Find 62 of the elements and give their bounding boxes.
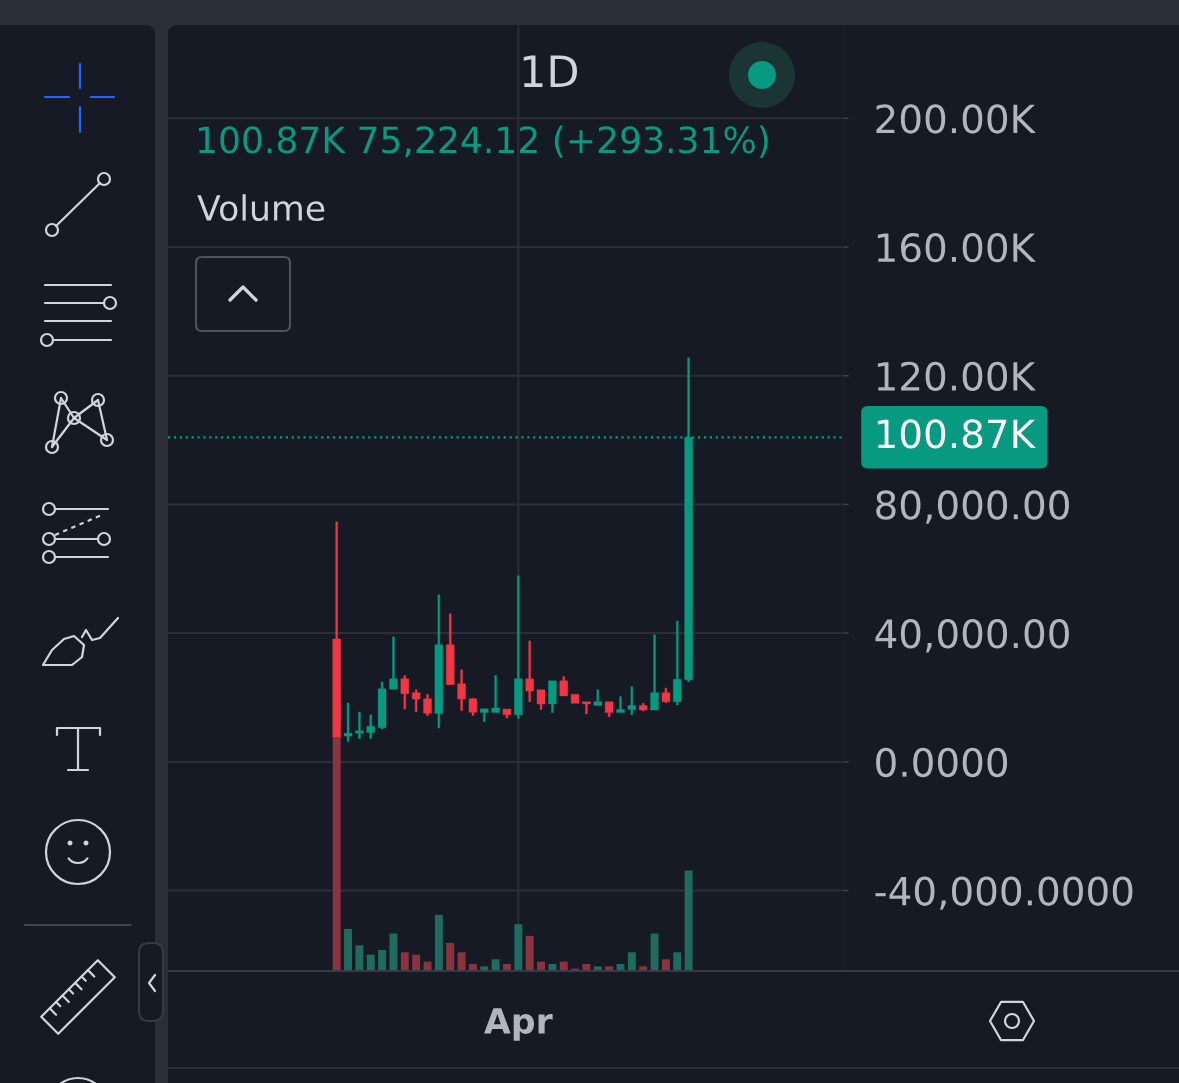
bar <box>525 935 534 971</box>
candlestick <box>650 634 659 711</box>
candlestick <box>502 708 512 719</box>
candlestick <box>604 701 614 718</box>
y-tick-label: 120.00K <box>877 361 1036 392</box>
y-tick-label: 40,000.00 <box>875 619 1069 653</box>
y-tick-label: 80,000.00 <box>876 490 1069 524</box>
bar <box>491 959 500 971</box>
candlestick <box>514 575 523 719</box>
candlestick <box>673 620 682 706</box>
candlestick <box>525 640 534 702</box>
candlestick <box>593 689 602 706</box>
bar <box>332 737 341 971</box>
bar <box>650 933 659 971</box>
bar <box>434 914 443 971</box>
candlestick <box>559 676 568 697</box>
bar <box>412 954 421 971</box>
bar <box>366 954 375 971</box>
bar <box>344 928 353 971</box>
bar <box>514 924 523 971</box>
candlestick <box>491 675 500 713</box>
candlestick <box>446 613 455 685</box>
candlestick <box>627 686 637 716</box>
bar <box>389 933 398 971</box>
candlestick <box>434 594 444 729</box>
bar <box>457 952 466 971</box>
y-tick-label: 200.00K <box>876 104 1036 134</box>
candlestick <box>548 680 557 713</box>
bar <box>400 952 409 971</box>
bar <box>378 949 387 971</box>
text: 100.87K 75,224.12 (+293.31%) <box>198 125 768 158</box>
candlestick <box>536 689 546 710</box>
candlestick <box>423 694 432 716</box>
y-tick-label: 0.0000 <box>876 747 1008 778</box>
bar <box>355 945 364 971</box>
candlestick <box>457 669 466 711</box>
candlestick <box>377 681 387 730</box>
candlestick <box>616 696 625 713</box>
x-tick-label: Apr <box>484 1008 553 1041</box>
candlestick <box>661 687 671 703</box>
bar <box>661 959 670 971</box>
candlestick <box>366 714 375 739</box>
candlestick <box>400 675 409 710</box>
candlestick <box>411 689 421 712</box>
chart-title: Volume <box>197 194 325 222</box>
bar <box>684 870 693 971</box>
bar <box>446 942 455 971</box>
ref-line-label: 100.87K <box>877 419 1036 449</box>
text: 1D <box>523 55 577 87</box>
candlestick <box>468 697 478 716</box>
bar <box>627 952 636 971</box>
candlestick <box>570 694 580 704</box>
y-tick-label: 160.00K <box>877 232 1036 263</box>
candlestick <box>639 703 648 712</box>
candlestick <box>582 701 591 715</box>
candlestick <box>480 708 489 722</box>
y-tick-label: -40,000.0000 <box>875 876 1133 910</box>
candlestick <box>343 702 353 742</box>
bar <box>673 952 682 971</box>
candlestick <box>389 636 398 690</box>
candlestick <box>355 711 364 739</box>
candlestick <box>332 521 341 738</box>
